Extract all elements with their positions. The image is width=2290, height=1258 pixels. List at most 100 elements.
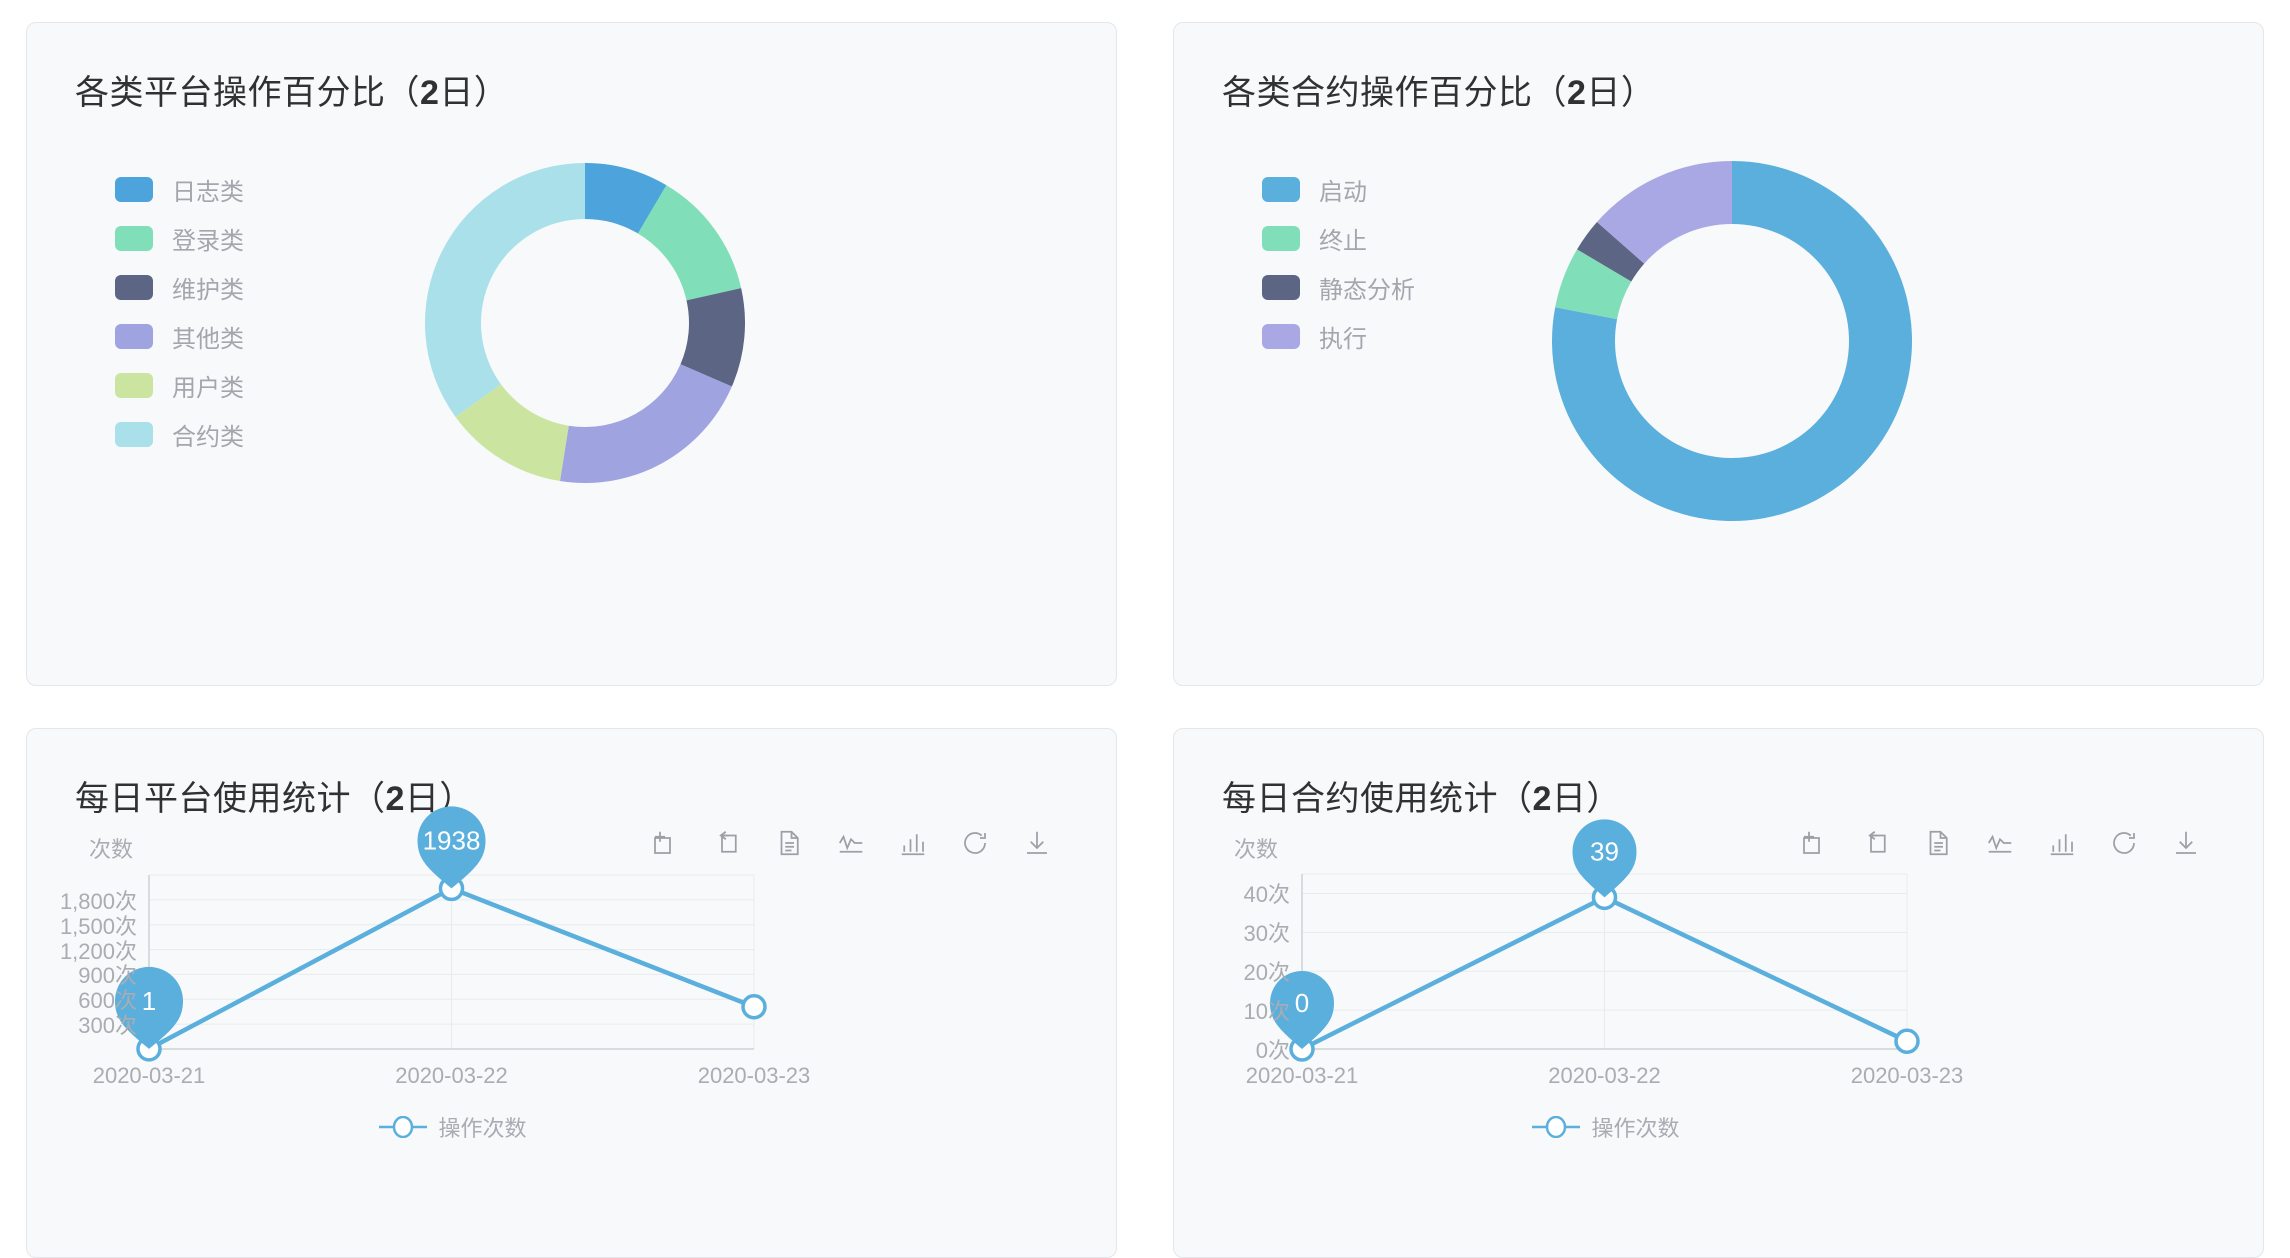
y-tick-label: 600次 — [78, 988, 137, 1014]
donut-segment[interactable] — [680, 288, 745, 387]
legend-label: 登录类 — [172, 228, 244, 255]
x-tick-label: 2020-03-23 — [1850, 1063, 1964, 1088]
value-pin-label: 1 — [142, 986, 156, 1016]
legend-label: 静态分析 — [1319, 277, 1415, 304]
donut-body-contract: 启动终止静态分析执行 — [1174, 133, 2263, 685]
page-title-platform-line: 每日平台使用统计（2日） — [75, 771, 474, 820]
donut-segment[interactable] — [1596, 161, 1732, 264]
legend-label: 其他类 — [172, 326, 244, 353]
y-tick-label: 30次 — [1243, 921, 1290, 947]
legend-item[interactable]: 执行 — [1262, 312, 1415, 361]
line-chart-icon[interactable] — [832, 824, 870, 862]
legend-swatch — [115, 324, 153, 349]
legend-item[interactable]: 启动 — [1262, 165, 1415, 214]
legend-swatch — [1262, 177, 1300, 202]
line-plot-contract[interactable]: 0 39 40次 30次 20次 10次 0次 2020-03-21 2020-03-22 202… — [1174, 729, 2263, 1257]
bar-chart-icon[interactable] — [894, 824, 932, 862]
donut-chart-platform[interactable] — [425, 163, 745, 483]
title-text-main: 各类平台操作百分比（ — [75, 74, 420, 112]
x-tick-label: 2020-03-22 — [1548, 1063, 1661, 1088]
legend-swatch — [115, 373, 153, 398]
y-tick-label: 20次 — [1243, 960, 1290, 986]
donut-segment[interactable] — [455, 384, 569, 482]
y-tick-label: 1,800次 — [59, 888, 137, 914]
value-pin: 1938 — [417, 806, 486, 889]
data-view-icon[interactable] — [770, 824, 808, 862]
x-tick-label: 2020-03-21 — [92, 1063, 206, 1088]
legend-item[interactable]: 维护类 — [115, 263, 244, 312]
legend-label: 合约类 — [172, 424, 244, 451]
legend-swatch — [115, 226, 153, 251]
series-legend-label: 操作次数 — [438, 1116, 527, 1141]
title-text-bold: 2 — [1567, 74, 1587, 112]
data-view-icon[interactable] — [1919, 824, 1957, 862]
download-icon[interactable] — [1018, 824, 1056, 862]
title-text-main: 每日平台使用统计（ — [75, 780, 386, 818]
card-platform-daily-line: 每日平台使用统计（2日） 次数 1 1938 1,800次 1,500次 1,200次 9… — [26, 728, 1117, 1258]
value-pin-label: 0 — [1295, 988, 1309, 1018]
legend-swatch — [115, 177, 153, 202]
page-title-contract-line: 每日合约使用统计（2日） — [1222, 771, 1621, 820]
page-title-contract-pie: 各类合约操作百分比（2日） — [1222, 65, 1655, 114]
title-text-tail: 日） — [1551, 780, 1621, 818]
legend-item[interactable]: 其他类 — [115, 312, 244, 361]
y-tick-label: 1,200次 — [59, 938, 137, 964]
title-text-bold: 2 — [1532, 780, 1552, 818]
line-chart-svg: 0 39 — [1270, 819, 1920, 1062]
x-tick-label: 2020-03-21 — [1245, 1063, 1359, 1088]
legend-item[interactable]: 合约类 — [115, 410, 244, 459]
series-legend[interactable]: 操作次数 — [1529, 1111, 1680, 1143]
legend-swatch — [115, 275, 153, 300]
legend-label: 用户类 — [172, 375, 244, 402]
line-plot-platform[interactable]: 1 1938 1,800次 1,500次 1,200次 900次 600次 300次 2020-… — [27, 729, 1116, 1257]
legend-item[interactable]: 登录类 — [115, 214, 244, 263]
donut-segment[interactable] — [425, 163, 585, 418]
value-pin: 0 — [1270, 971, 1334, 1049]
bar-chart-icon[interactable] — [2043, 824, 2081, 862]
legend-item[interactable]: 终止 — [1262, 214, 1415, 263]
chart-legend-platform-pie[interactable]: 日志类登录类维护类其他类用户类合约类 — [115, 165, 244, 459]
page-title-platform-pie: 各类平台操作百分比（2日） — [75, 65, 508, 114]
area-zoom-icon[interactable] — [646, 824, 684, 862]
area-zoom-icon[interactable] — [1795, 824, 1833, 862]
donut-segment[interactable] — [1555, 249, 1632, 320]
line-chart-icon[interactable] — [1981, 824, 2019, 862]
refresh-icon[interactable] — [956, 824, 994, 862]
zoom-restore-icon[interactable] — [1857, 824, 1895, 862]
y-tick-label: 40次 — [1243, 882, 1290, 908]
donut-segment[interactable] — [637, 185, 742, 301]
legend-label: 日志类 — [172, 179, 244, 206]
zoom-restore-icon[interactable] — [708, 824, 746, 862]
refresh-icon[interactable] — [2105, 824, 2143, 862]
download-icon[interactable] — [2167, 824, 2205, 862]
card-platform-operation-pie: 各类平台操作百分比（2日） 日志类登录类维护类其他类用户类合约类 — [26, 22, 1117, 686]
legend-item[interactable]: 静态分析 — [1262, 263, 1415, 312]
legend-label: 终止 — [1319, 228, 1367, 255]
legend-label: 启动 — [1319, 179, 1367, 206]
legend-swatch — [1262, 226, 1300, 251]
legend-label: 执行 — [1319, 326, 1367, 353]
donut-segment[interactable] — [559, 364, 732, 483]
legend-label: 维护类 — [172, 277, 244, 304]
donut-segment[interactable] — [1577, 221, 1645, 282]
data-point[interactable] — [1894, 1028, 1920, 1054]
legend-item[interactable]: 用户类 — [115, 361, 244, 410]
donut-segment[interactable] — [585, 163, 667, 234]
donut-chart-contract[interactable] — [1552, 161, 1912, 521]
series-legend[interactable]: 操作次数 — [376, 1111, 527, 1143]
y-tick-label: 900次 — [78, 963, 137, 989]
value-pin: 1 — [115, 966, 183, 1049]
y-tick-label: 300次 — [78, 1013, 137, 1039]
legend-swatch — [1262, 324, 1300, 349]
chart-toolbar-platform[interactable] — [646, 824, 1056, 862]
chart-legend-contract-pie[interactable]: 启动终止静态分析执行 — [1262, 165, 1415, 361]
legend-item[interactable]: 日志类 — [115, 165, 244, 214]
donut-svg-platform — [425, 163, 745, 483]
y-axis-name-contract: 次数 — [1234, 837, 1279, 862]
legend-swatch — [1262, 275, 1300, 300]
chart-toolbar-contract[interactable] — [1795, 824, 2205, 862]
donut-segment[interactable] — [1552, 161, 1912, 521]
title-text-main: 每日合约使用统计（ — [1222, 780, 1533, 818]
title-text-bold: 2 — [385, 780, 405, 818]
data-point[interactable] — [741, 993, 767, 1020]
